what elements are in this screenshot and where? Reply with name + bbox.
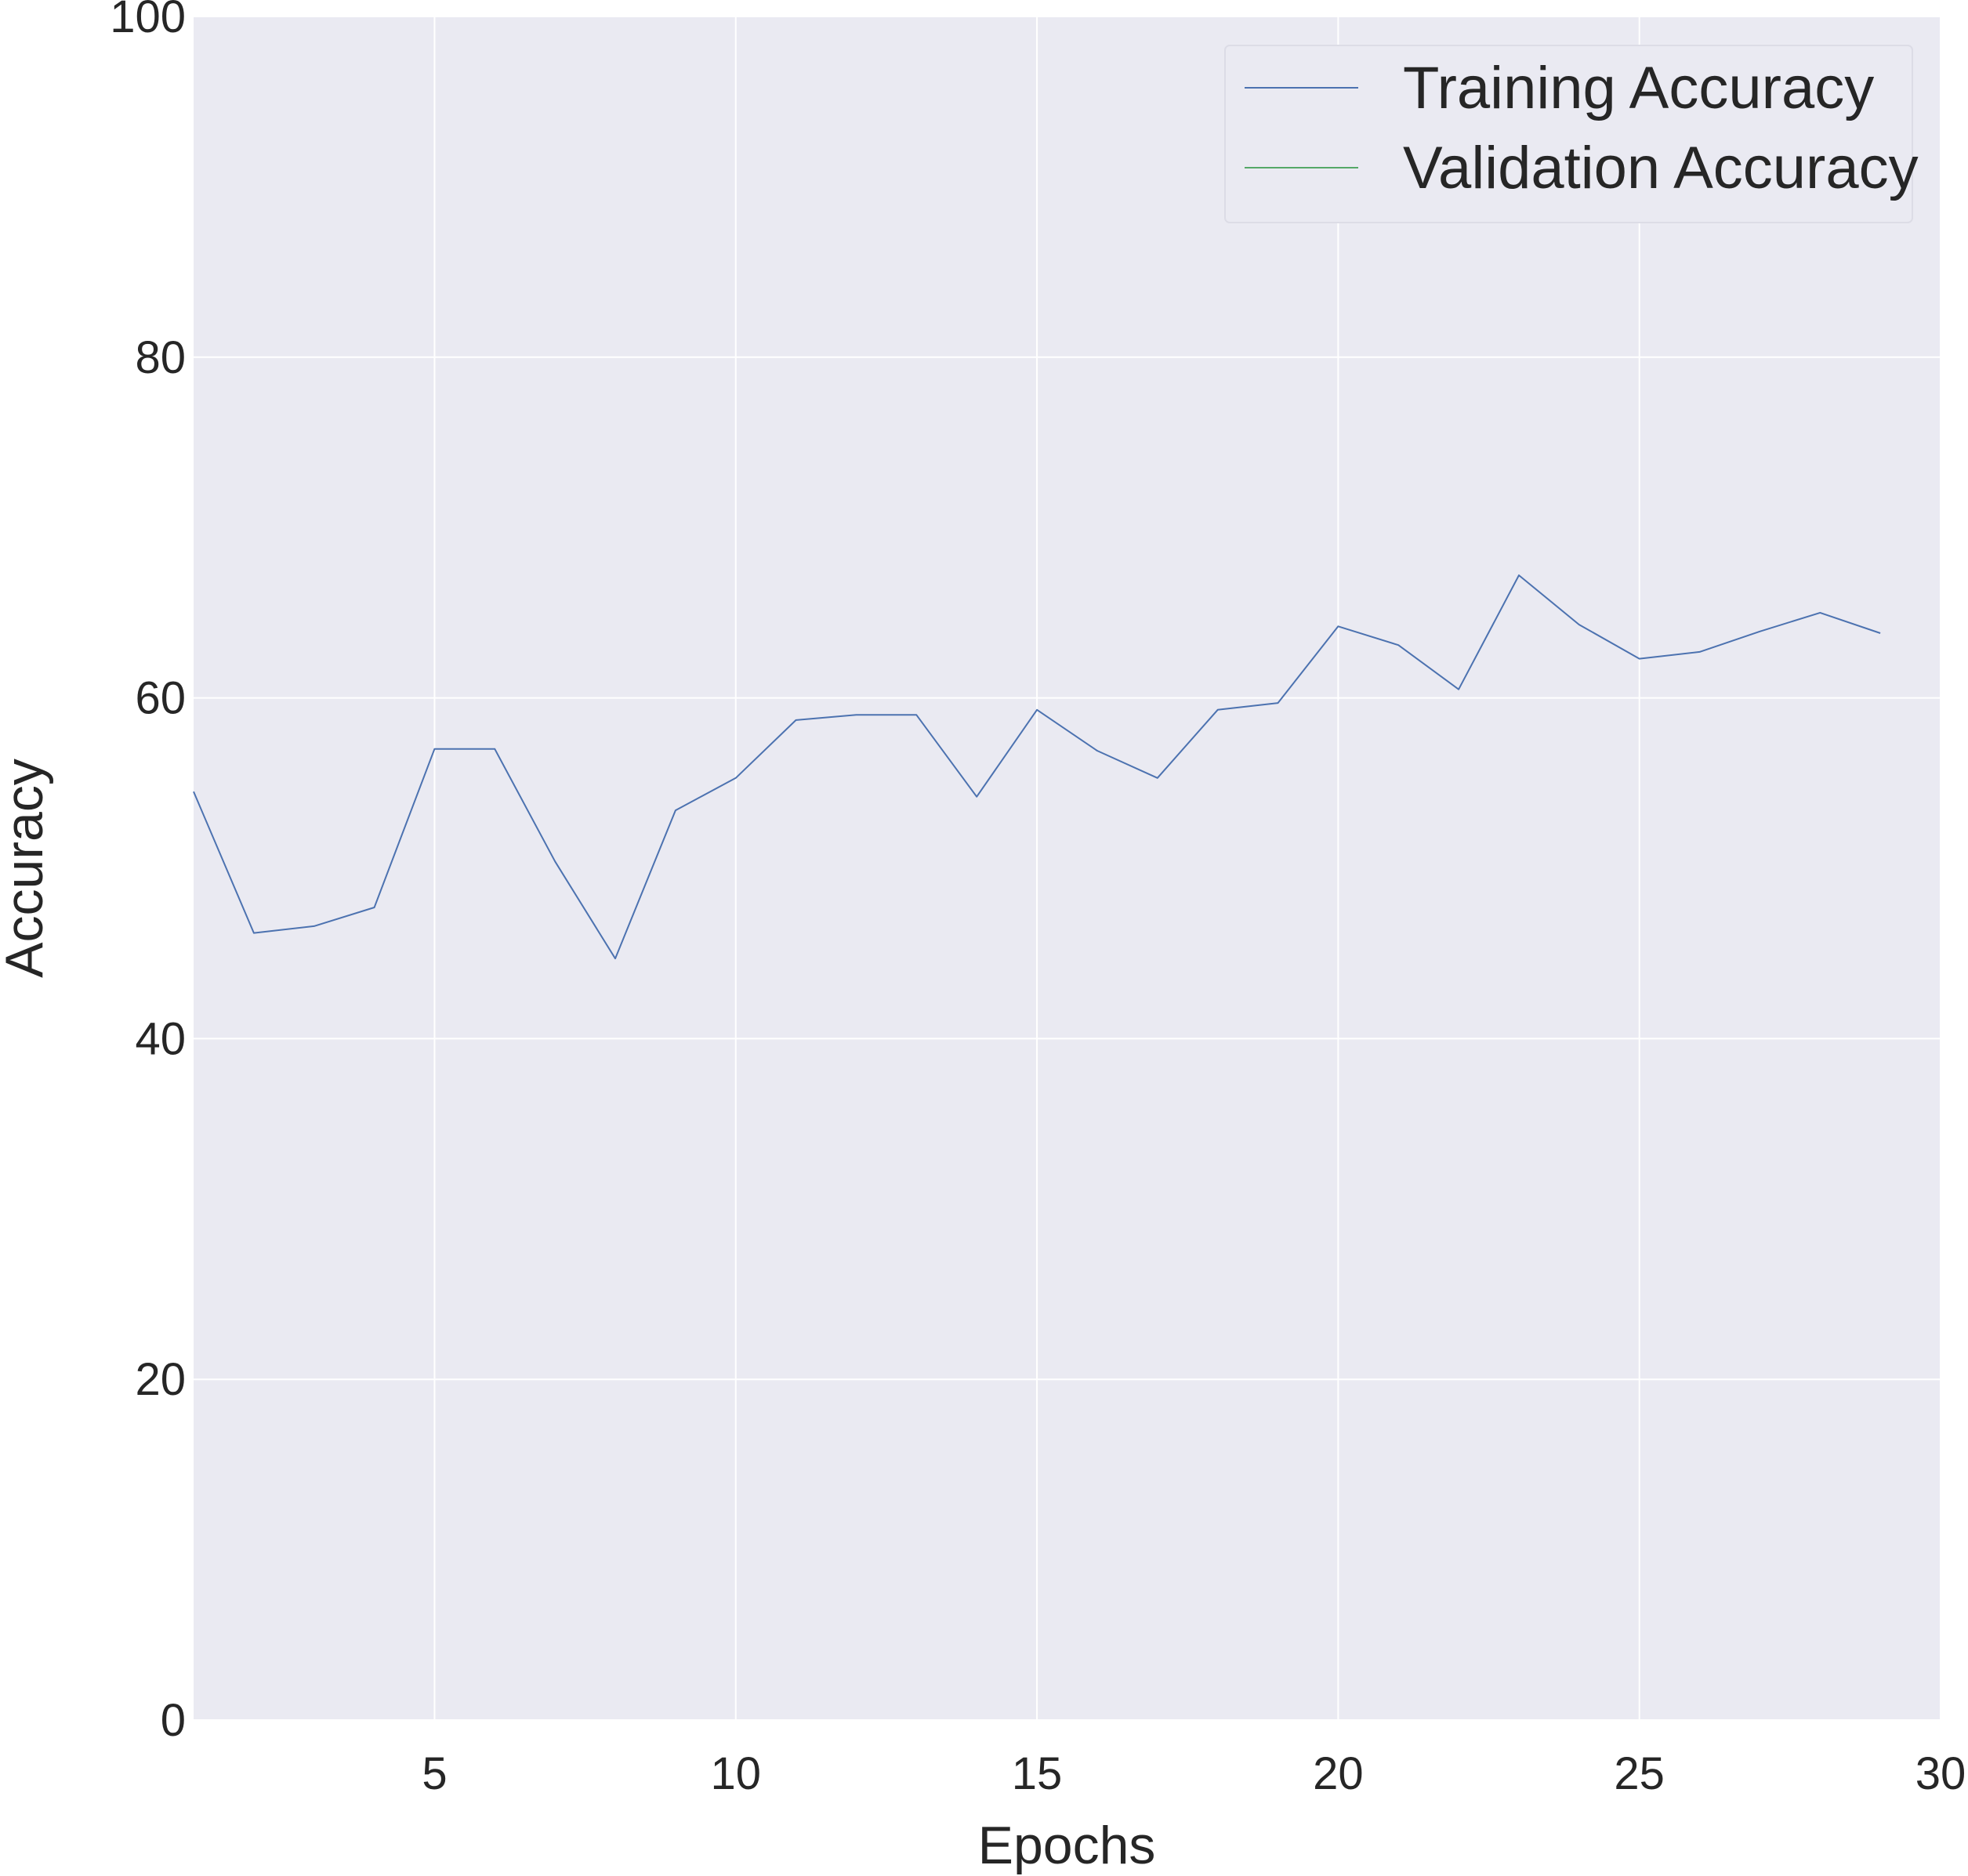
- y-tick-label: 100: [110, 0, 186, 42]
- legend-box: [1224, 45, 1913, 223]
- series-line-training-accuracy: [193, 574, 1881, 960]
- y-tick-label: 80: [135, 332, 186, 383]
- y-tick-label: 0: [161, 1695, 186, 1746]
- y-tick-label: 60: [135, 673, 186, 724]
- grid-lines: [194, 16, 1941, 1721]
- x-tick-label: 15: [1012, 1748, 1063, 1799]
- y-tick-labels: 0 20 40 60 80 100: [110, 0, 186, 1746]
- y-tick-label: 20: [135, 1354, 186, 1405]
- x-tick-label: 5: [422, 1748, 447, 1799]
- y-axis-label: Accuracy: [0, 759, 54, 978]
- plot-area: [194, 16, 1941, 1720]
- legend: Training Accuracy Validation Accuracy: [1224, 45, 1919, 223]
- x-tick-label: 30: [1915, 1748, 1966, 1799]
- x-tick-labels: 5 10 15 20 25 30: [422, 1748, 1966, 1799]
- x-tick-label: 10: [711, 1748, 762, 1799]
- x-tick-label: 20: [1313, 1748, 1364, 1799]
- y-tick-label: 40: [135, 1013, 186, 1064]
- legend-label-validation-accuracy: Validation Accuracy: [1403, 135, 1919, 201]
- series-layer: [193, 574, 1881, 960]
- x-axis-label: Epochs: [978, 1816, 1156, 1875]
- legend-label-training-accuracy: Training Accuracy: [1403, 55, 1874, 121]
- x-tick-label: 25: [1614, 1748, 1665, 1799]
